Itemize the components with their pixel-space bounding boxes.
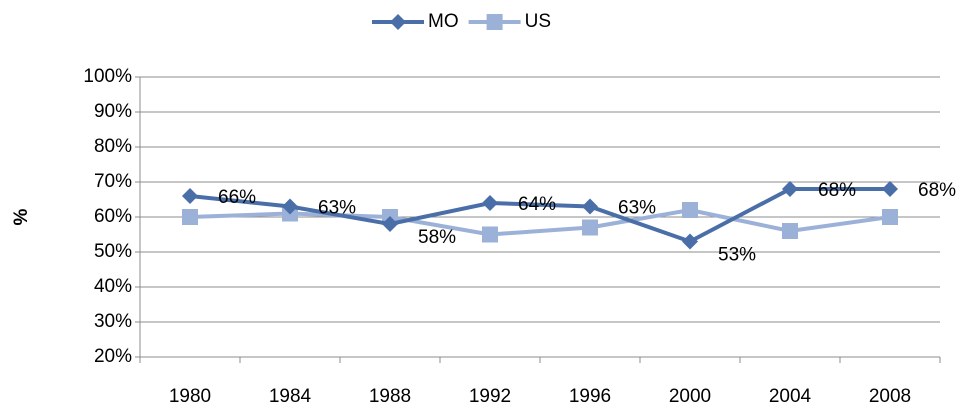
data-point [382, 216, 398, 232]
data-point [782, 181, 798, 197]
y-tick-label: 50% [94, 241, 132, 262]
legend-marker [390, 14, 406, 30]
data-label: 53% [718, 245, 756, 266]
data-point [182, 209, 198, 225]
y-tick-label: 90% [94, 101, 132, 122]
data-label: 64% [518, 194, 556, 215]
x-tick-label: 1988 [369, 386, 411, 407]
series-line [189, 187, 890, 244]
x-tick-label: 1980 [169, 386, 211, 407]
data-point [482, 195, 498, 211]
legend-marker [486, 14, 503, 30]
x-tick-label: 1992 [469, 386, 511, 407]
data-point [882, 181, 898, 197]
series-line [189, 207, 891, 237]
y-tick-label: 40% [94, 276, 132, 297]
x-tick-label: 2000 [669, 386, 711, 407]
legend-label: US [525, 11, 551, 32]
y-tick-label: 60% [94, 206, 132, 227]
y-tick-label: 70% [94, 171, 132, 192]
data-point [682, 202, 698, 218]
data-point [582, 198, 598, 215]
y-tick-label: 20% [94, 346, 132, 367]
data-label: 66% [218, 187, 256, 208]
data-label: 68% [918, 180, 956, 201]
x-tick-label: 1984 [269, 386, 312, 407]
data-label: 68% [818, 180, 856, 201]
y-tick-label: 80% [94, 136, 132, 157]
y-axis-label: % [11, 208, 32, 225]
legend-label: MO [428, 11, 459, 32]
data-point [182, 188, 198, 204]
data-label: 63% [318, 198, 356, 219]
data-point [782, 223, 798, 239]
data-point [282, 198, 298, 215]
data-point [882, 209, 898, 225]
y-tick-label: 30% [94, 311, 132, 332]
data-point [582, 219, 598, 236]
data-label: 58% [418, 227, 456, 248]
x-tick-label: 2004 [769, 386, 812, 407]
data-label: 63% [618, 198, 656, 219]
x-tick-label: 2008 [869, 386, 911, 407]
data-point [482, 226, 498, 243]
data-point [682, 233, 698, 250]
y-tick-label: 100% [83, 66, 132, 87]
x-tick-label: 1996 [569, 386, 611, 407]
